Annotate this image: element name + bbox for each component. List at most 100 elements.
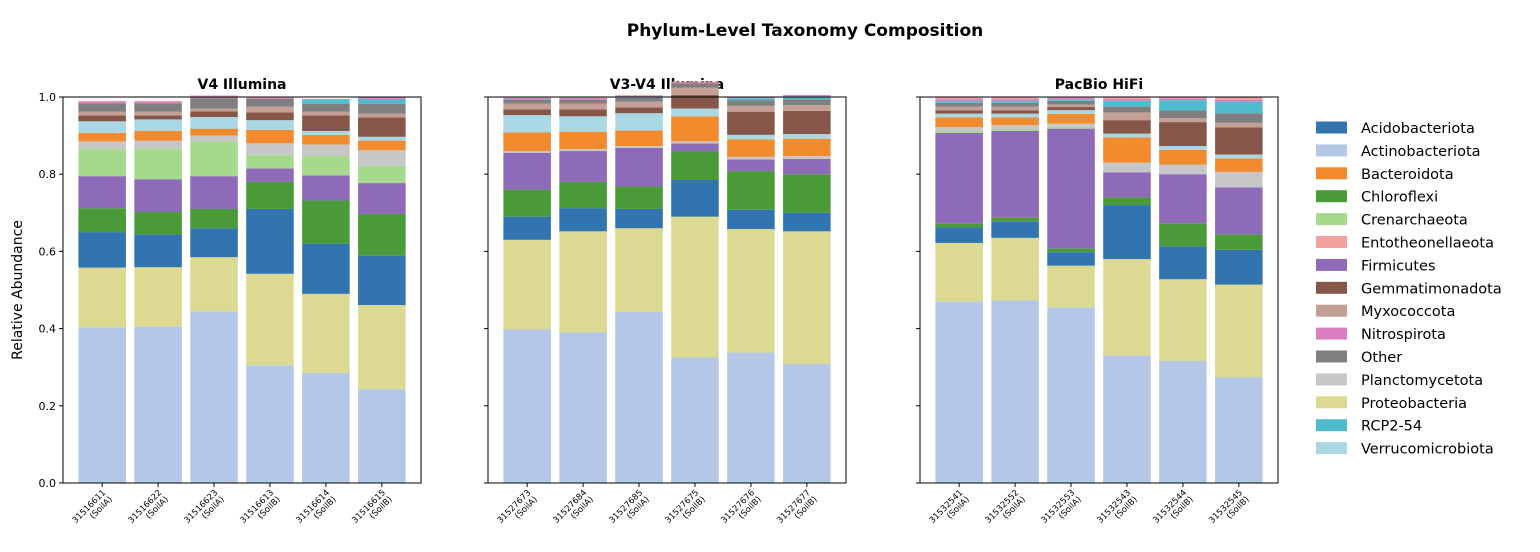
x-tick-label: 31527685(SoilA): [607, 488, 651, 532]
bar-segment-other: [727, 100, 775, 106]
bar-segment-rcp2-54: [1215, 101, 1263, 114]
bar-segment-firmicutes: [190, 176, 238, 209]
legend-label: Planctomycetota: [1361, 373, 1483, 389]
x-tick-label: 31532541(SoilA): [928, 488, 972, 532]
bar-segment-gemmatimonadota: [358, 117, 406, 137]
bar-segment-crenarchaeota: [190, 141, 238, 177]
bar-segment-gemmatimonadota: [190, 111, 238, 118]
bar-segment-entotheonellaeota: [1159, 97, 1207, 99]
bar-segment-planctomycetota: [559, 149, 607, 152]
bar-segment-chloroflexi: [503, 189, 551, 217]
bar-segment-proteobacteria: [503, 239, 551, 330]
bar-stack: [358, 97, 406, 483]
bar-segment-nitrospirota: [1103, 98, 1151, 101]
legend-swatch: [1316, 350, 1347, 363]
bar-segment-crenarchaeota: [302, 156, 350, 176]
bar-segment-planctomycetota: [671, 141, 719, 144]
legend-swatch: [1316, 442, 1347, 455]
bar-segment-nitrospirota: [671, 82, 719, 84]
bar-segment-planctomycetota: [190, 135, 238, 142]
bar-segment-myxococcota: [246, 106, 294, 113]
bar-segment-actinobacteriota: [78, 327, 126, 483]
bar-segment-other: [1103, 106, 1151, 113]
bar-segment-planctomycetota: [1103, 162, 1151, 173]
bar-segment-actinobacteriota: [1159, 361, 1207, 483]
bar-segment-proteobacteria: [991, 237, 1039, 301]
panels: V4 Illumina 31516611(SoilA) 31516622(SoilA…: [39, 77, 1279, 532]
bar-segment-acidobacteriota: [78, 232, 126, 268]
legend-swatch: [1316, 121, 1347, 134]
axes-frame: [919, 96, 1279, 484]
bar-segment-other: [134, 103, 182, 112]
bar-segment-entotheonellaeota: [134, 100, 182, 102]
bar-segment-firmicutes: [1159, 174, 1207, 224]
bar-segment-actinobacteriota: [246, 365, 294, 483]
bar-segment-rcp2-54: [358, 98, 406, 104]
bar-segment-myxococcota: [358, 113, 406, 118]
bar-segment-chloroflexi: [1159, 223, 1207, 247]
bar-segment-chloroflexi: [935, 223, 983, 228]
legend-item: Proteobacteria: [1316, 396, 1467, 412]
bar-segment-myxococcota: [134, 111, 182, 116]
legend-swatch: [1316, 144, 1347, 157]
bar-segment-gemmatimonadota: [615, 107, 663, 114]
bar-segment-myxococcota: [1047, 104, 1095, 108]
legend-label: Proteobacteria: [1361, 396, 1467, 412]
bar-segment-chloroflexi: [1047, 248, 1095, 253]
bar-segment-verrucomicrobiota: [1103, 133, 1151, 138]
legend-label: Gemmatimonadota: [1361, 281, 1502, 297]
bar-segment-chloroflexi: [358, 213, 406, 256]
bar-segment-other: [615, 97, 663, 102]
legend-label: Myxococcota: [1361, 304, 1455, 320]
bar-segment-myxococcota: [503, 103, 551, 110]
bar-stack: [1159, 97, 1207, 483]
bar-segment-entotheonellaeota: [1103, 97, 1151, 99]
bar-segment-verrucomicrobiota: [134, 119, 182, 131]
bar-segment-chloroflexi: [246, 181, 294, 209]
bar-segment-rcp2-54: [559, 98, 607, 100]
legend-item: Myxococcota: [1316, 304, 1455, 320]
bar-segment-crenarchaeota: [1047, 126, 1095, 129]
bar-segment-firmicutes: [1103, 172, 1151, 198]
bar-segment-acidobacteriota: [671, 179, 719, 217]
bar-segment-bacteroidota: [302, 134, 350, 145]
bar-segment-gemmatimonadota: [302, 115, 350, 131]
bar-segment-gemmatimonadota: [935, 110, 983, 114]
bar-segment-gemmatimonadota: [1215, 127, 1263, 155]
legend: Acidobacteriota Actinobacteriota Bacteroid…: [1316, 121, 1502, 458]
legend-label: Bacteroidota: [1361, 167, 1454, 183]
bar-segment-actinobacteriota: [1103, 355, 1151, 483]
legend-swatch: [1316, 167, 1347, 180]
bar-segment-crenarchaeota: [991, 129, 1039, 131]
bar-segment-proteobacteria: [783, 231, 831, 365]
bar-segment-acidobacteriota: [1215, 249, 1263, 285]
bar-segment-verrucomicrobiota: [671, 108, 719, 117]
bar-segment-actinobacteriota: [1215, 377, 1263, 483]
bar-segment-entotheonellaeota: [190, 95, 238, 97]
bar-segment-nitrospirota: [503, 97, 551, 99]
bar-stack: [302, 98, 350, 483]
bar-segment-chloroflexi: [190, 208, 238, 229]
legend-swatch: [1316, 396, 1347, 409]
legend-label: Chloroflexi: [1361, 190, 1438, 206]
bar-segment-gemmatimonadota: [783, 110, 831, 135]
bar-segment-proteobacteria: [671, 216, 719, 358]
bar-segment-other: [190, 98, 238, 109]
bar-segment-entotheonellaeota: [615, 95, 663, 96]
x-tick-label: 31516623(SoilA): [182, 488, 226, 532]
bar-segment-gemmatimonadota: [503, 109, 551, 116]
bar-segment-actinobacteriota: [615, 312, 663, 483]
panel-title: V4 Illumina: [197, 77, 286, 93]
bar-segment-proteobacteria: [1103, 259, 1151, 356]
bar-segment-other: [78, 103, 126, 112]
bar-segment-chloroflexi: [783, 174, 831, 213]
bar-segment-other: [991, 102, 1039, 107]
bar-segment-planctomycetota: [1159, 164, 1207, 175]
y-tick-label: 0.6: [39, 245, 57, 258]
bar-segment-proteobacteria: [1159, 279, 1207, 362]
bar-segment-chloroflexi: [559, 181, 607, 209]
bar-segment-firmicutes: [246, 168, 294, 182]
bar-segment-gemmatimonadota: [671, 95, 719, 109]
legend-item: Chloroflexi: [1316, 190, 1438, 206]
bar-segment-verrucomicrobiota: [190, 117, 238, 129]
